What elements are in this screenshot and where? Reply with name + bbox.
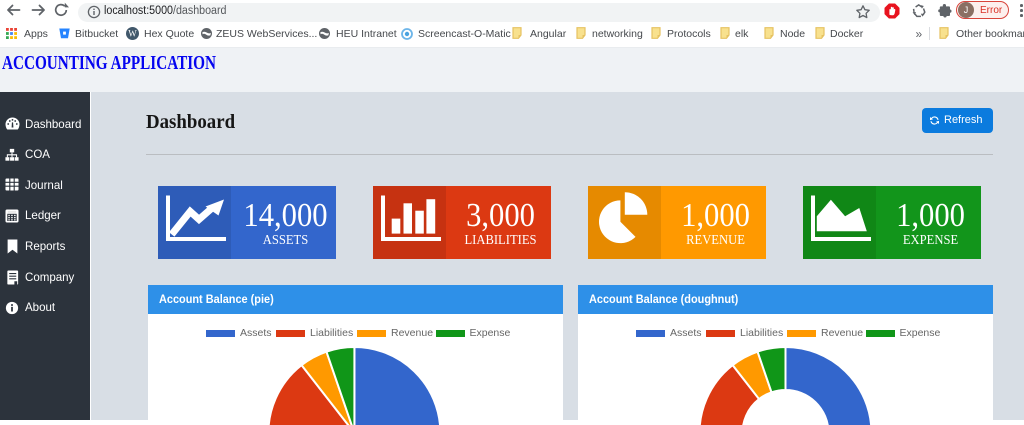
svg-text:W: W bbox=[128, 29, 137, 39]
